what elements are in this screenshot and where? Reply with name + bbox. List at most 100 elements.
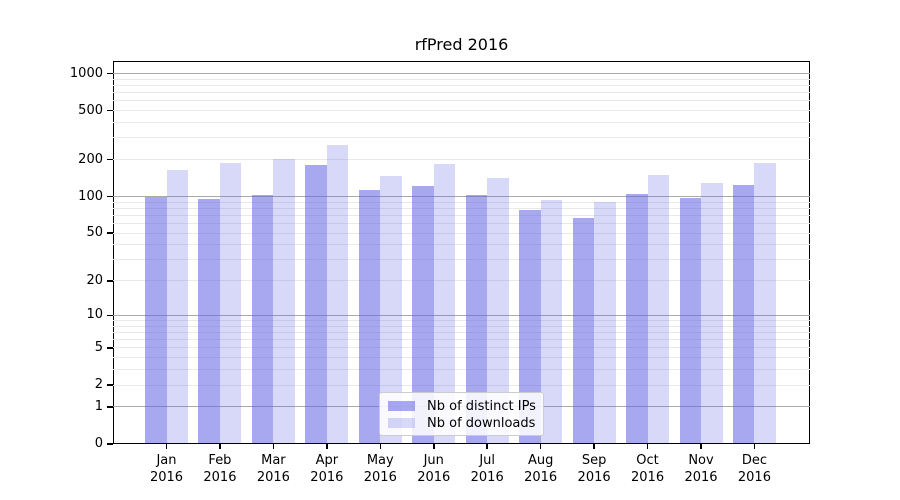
bar-downloads-aug: [540, 199, 563, 443]
x-tick-dec: [753, 444, 756, 449]
x-tick-apr: [326, 444, 328, 449]
gridline-minor-600: [113, 100, 810, 102]
legend-swatch-distinct-ips: [388, 401, 415, 411]
y-tick-label-5: 5: [94, 339, 103, 355]
legend-label-downloads: Nb of downloads: [427, 415, 536, 431]
bar-downloads-mar: [273, 159, 295, 443]
gridline-minor-500: [113, 110, 810, 112]
gridline-minor-3: [113, 369, 810, 371]
legend-label-distinct-ips: Nb of distinct IPs: [427, 398, 536, 414]
y-tick-label-1000: 1000: [69, 65, 103, 81]
gridline-minor-30: [113, 259, 810, 261]
x-tick-aug: [539, 444, 542, 449]
x-tick-mar: [272, 444, 275, 449]
gridline-minor-8: [113, 325, 810, 327]
x-tick-label-aug: Aug 2016: [524, 453, 558, 485]
legend: Nb of distinct IPs Nb of downloads: [379, 392, 544, 436]
legend-item-downloads: Nb of downloads: [388, 415, 535, 431]
bar-downloads-sep: [594, 202, 616, 443]
y-tick-label-10: 10: [86, 307, 103, 323]
x-tick-jul: [486, 444, 488, 449]
y-tick-100: [107, 195, 113, 198]
x-tick-label-sep: Sep 2016: [577, 453, 611, 485]
bar-distinct-ips-mar: [251, 195, 274, 443]
y-tick-10: [107, 314, 113, 317]
gridline-minor-40: [113, 244, 810, 246]
y-tick-0: [107, 443, 113, 445]
x-tick-label-mar: Mar 2016: [256, 453, 290, 485]
gridline-minor-60: [113, 223, 810, 225]
bar-distinct-ips-jan: [145, 196, 167, 443]
y-tick-label-200: 200: [78, 151, 103, 167]
bar-distinct-ips-jul: [465, 194, 488, 443]
gridline-minor-300: [113, 137, 810, 139]
y-tick-50: [107, 232, 113, 234]
bar-downloads-oct: [647, 174, 670, 443]
bar-downloads-feb: [219, 162, 242, 443]
legend-swatch-downloads: [388, 418, 415, 428]
bar-downloads-nov: [701, 183, 723, 443]
bar-distinct-ips-oct: [626, 193, 648, 443]
y-tick-label-20: 20: [86, 272, 103, 288]
y-tick-20: [107, 280, 113, 282]
bar-distinct-ips-aug: [519, 210, 541, 443]
y-tick-200: [107, 158, 113, 161]
bar-distinct-ips-feb: [198, 199, 220, 443]
x-tick-label-nov: Nov 2016: [684, 453, 718, 485]
bar-downloads-jan: [166, 169, 188, 443]
bar-distinct-ips-nov: [679, 198, 701, 443]
bar-downloads-jul: [487, 178, 509, 443]
x-tick-jun: [433, 444, 435, 449]
x-tick-label-jan: Jan 2016: [149, 453, 184, 485]
gridline-minor-800: [113, 85, 810, 86]
bar-downloads-jun: [433, 164, 456, 443]
gridline-major-1000: [113, 73, 810, 75]
gridline-minor-900: [113, 78, 810, 80]
bar-downloads-dec: [754, 162, 776, 443]
y-tick-2: [107, 384, 113, 386]
gridline-major-10: [113, 314, 810, 316]
x-tick-label-apr: Apr 2016: [310, 453, 344, 485]
gridline-minor-90: [113, 201, 810, 203]
x-tick-label-jun: Jun 2016: [417, 453, 451, 485]
gridline-minor-20: [113, 280, 810, 282]
y-tick-label-500: 500: [78, 102, 103, 118]
y-tick-label-0: 0: [94, 436, 103, 451]
gridline-minor-200: [113, 159, 810, 161]
gridline-minor-9: [113, 320, 810, 322]
x-tick-label-feb: Feb 2016: [203, 453, 237, 485]
x-tick-label-oct: Oct 2016: [631, 453, 665, 485]
x-tick-sep: [593, 444, 595, 449]
y-tick-1: [107, 406, 113, 408]
gridline-minor-2: [113, 384, 810, 386]
x-tick-label-dec: Dec 2016: [737, 453, 771, 485]
x-tick-jan: [165, 444, 168, 449]
gridline-minor-4: [113, 357, 810, 359]
gridline-minor-80: [113, 207, 810, 209]
y-tick-label-50: 50: [86, 225, 103, 241]
bar-downloads-apr: [326, 144, 349, 443]
y-tick-label-1: 1: [94, 398, 103, 414]
chart-title: rfPred 2016: [414, 35, 509, 54]
y-tick-label-2: 2: [94, 377, 103, 393]
x-tick-label-may: May 2016: [363, 453, 397, 485]
gridline-minor-700: [113, 92, 810, 94]
x-tick-feb: [219, 444, 221, 449]
y-tick-1000: [107, 72, 113, 75]
bar-distinct-ips-dec: [732, 185, 755, 443]
gridline-major-100: [113, 196, 810, 198]
legend-item-distinct-ips: Nb of distinct IPs: [388, 398, 536, 414]
gridline-minor-50: [113, 232, 810, 234]
gridline-minor-400: [113, 122, 810, 124]
x-tick-may: [379, 444, 382, 449]
x-tick-nov: [700, 444, 702, 449]
y-tick-5: [107, 347, 113, 349]
x-tick-label-jul: Jul 2016: [470, 453, 504, 485]
bar-distinct-ips-apr: [305, 164, 327, 443]
gridline-minor-6: [113, 339, 810, 341]
bar-downloads-may: [380, 175, 402, 443]
bar-distinct-ips-jun: [412, 186, 434, 443]
gridline-minor-70: [113, 214, 810, 216]
bar-distinct-ips-may: [358, 190, 381, 443]
